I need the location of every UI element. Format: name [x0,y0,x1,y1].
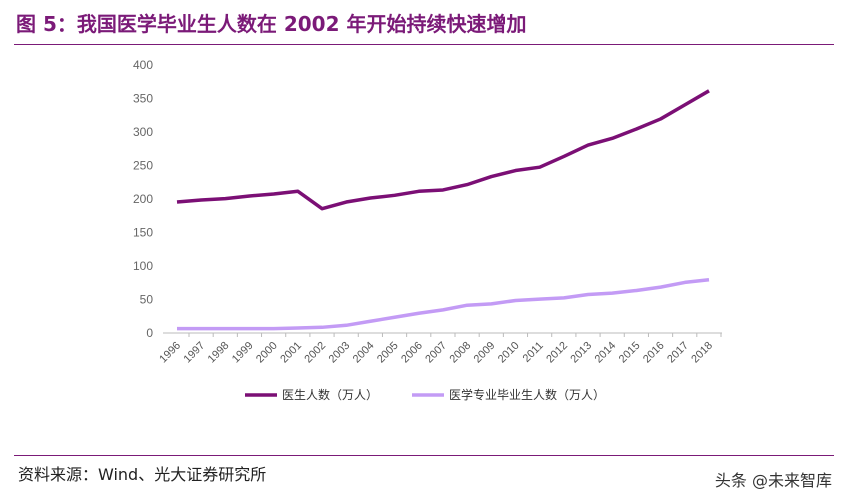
x-tick-label: 2000 [254,340,280,366]
x-tick-label: 1996 [157,340,183,366]
x-tick-label: 2016 [641,340,667,366]
x-tick-label: 2001 [278,340,304,366]
x-tick-label: 2015 [617,340,643,366]
x-tick-label: 2014 [593,340,619,366]
x-tick-label: 2011 [521,340,546,365]
y-tick-label: 200 [133,192,153,206]
y-tick-label: 250 [133,159,153,173]
x-tick-label: 2013 [568,340,594,366]
series-line-2 [177,278,710,331]
y-tick-label: 50 [140,293,154,307]
x-tick-label: 2003 [327,340,353,366]
x-tick-label: 2007 [423,340,449,366]
x-tick-label: 2009 [472,340,498,366]
legend-label-1: 医生人数（万人） [282,387,378,402]
line-chart: 0 50 100 150 200 250 300 350 400 1996199719981999… [133,58,722,402]
x-tick-label: 2010 [496,340,522,366]
legend-label-2: 医学专业毕业生人数（万人） [449,387,605,402]
x-tick-label: 2005 [375,340,401,366]
y-tick-label: 100 [133,259,153,273]
x-tick-label: 2008 [448,340,474,366]
x-tick-label: 1997 [182,340,208,366]
x-tick-label: 2018 [689,340,715,366]
x-tick-label: 2004 [351,340,377,366]
x-tick-label: 2002 [302,340,328,366]
series-line-1 [176,89,710,211]
source-note: 资料来源：Wind、光大证券研究所 [18,465,267,484]
watermark: 头条 @未来智库 [714,471,832,490]
title-divider [14,44,834,45]
chart-title: 图 5：我国医学毕业生人数在 2002 年开始持续快速增加 [16,12,527,36]
footer-divider [14,455,834,456]
x-tick-label: 1998 [206,340,232,366]
y-tick-label: 300 [133,125,153,139]
y-tick-label: 150 [133,226,153,240]
x-tick-label: 1999 [230,340,256,366]
y-tick-label: 0 [146,326,153,340]
x-tick-label: 2017 [665,340,691,366]
x-tick-label: 2012 [544,340,570,366]
y-tick-label: 350 [133,92,153,106]
x-tick-label: 2006 [399,340,425,366]
y-tick-label: 400 [133,58,153,72]
